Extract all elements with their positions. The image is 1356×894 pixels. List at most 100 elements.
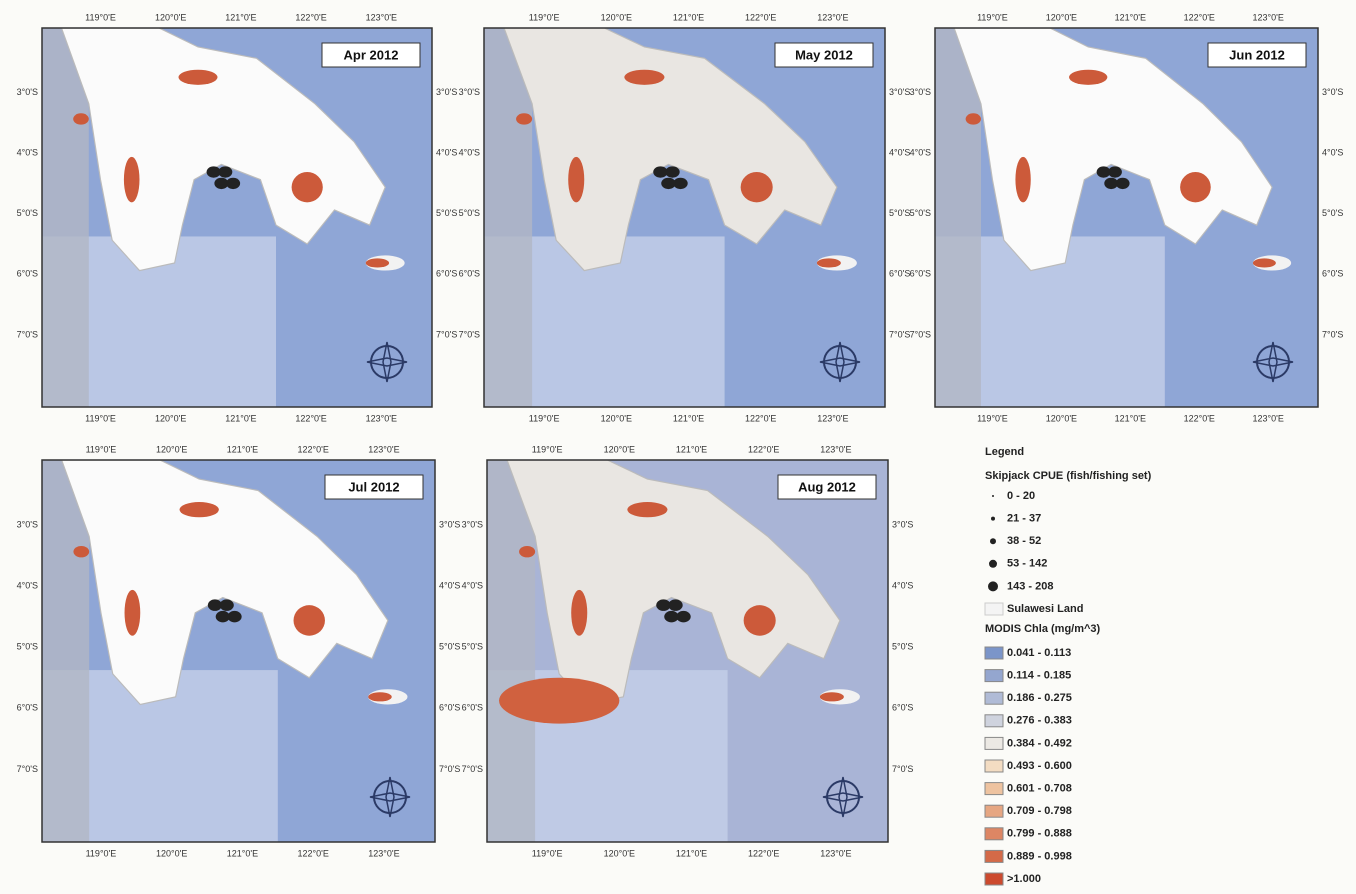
map-area (42, 28, 432, 407)
chla-swatch (985, 715, 1003, 727)
cpue-point (216, 611, 230, 622)
lat-label: 6°0'S (892, 703, 913, 713)
cpue-symbol (991, 517, 995, 521)
cpue-point (661, 178, 675, 189)
lat-label: 6°0'S (17, 703, 38, 713)
chla-swatch (985, 760, 1003, 772)
lat-label: 5°0'S (17, 642, 38, 652)
lon-label: 121°0'E (227, 444, 258, 454)
lon-label: 119°0'E (85, 413, 116, 423)
lon-label: 121°0'E (1115, 12, 1146, 22)
lat-label: 7°0'S (17, 764, 38, 774)
chla-high-patch (568, 157, 584, 202)
chla-high-patch (294, 605, 325, 636)
lon-label: 121°0'E (673, 413, 704, 423)
legend-label: 0 - 20 (1007, 490, 1035, 502)
lat-label: 7°0'S (910, 329, 931, 339)
lon-label: 123°0'E (817, 413, 848, 423)
lon-label: 123°0'E (368, 444, 399, 454)
lat-label: 7°0'S (889, 329, 910, 339)
chla-high-patch (519, 546, 535, 557)
cpue-point (1108, 166, 1122, 177)
lat-label: 6°0'S (17, 269, 38, 279)
lon-label: 119°0'E (85, 12, 116, 22)
chla-high-patch (1015, 157, 1030, 202)
lat-label: 3°0'S (459, 87, 480, 97)
legend-title: Legend (985, 446, 1024, 458)
lon-label: 122°0'E (745, 413, 776, 423)
lon-label: 119°0'E (977, 413, 1008, 423)
chla-swatch (985, 873, 1003, 885)
lat-label: 3°0'S (17, 87, 38, 97)
lon-label: 121°0'E (225, 413, 256, 423)
map-area (484, 28, 885, 407)
cpue-point (220, 599, 234, 610)
lon-label: 123°0'E (368, 848, 399, 858)
legend-label: 0.493 - 0.600 (1007, 760, 1072, 772)
chla-high-patch (366, 258, 389, 267)
lon-label: 121°0'E (676, 848, 707, 858)
chla-swatch (985, 805, 1003, 817)
chla-high-patch (820, 692, 844, 701)
chla-high-patch (624, 70, 664, 85)
lon-label: 120°0'E (155, 12, 186, 22)
chla-high-patch (1069, 70, 1107, 85)
chla-high-patch (499, 678, 619, 724)
legend-label: 0.384 - 0.492 (1007, 737, 1072, 749)
lat-label: 5°0'S (436, 208, 457, 218)
chla-swatch (985, 692, 1003, 704)
lon-label: 122°0'E (748, 444, 779, 454)
lat-label: 4°0'S (910, 147, 931, 157)
chla-high-patch (180, 502, 219, 517)
chla-high-patch (73, 113, 89, 124)
cpue-point (218, 166, 232, 177)
legend-label: 0.889 - 0.998 (1007, 850, 1072, 862)
lat-label: 4°0'S (462, 580, 483, 590)
lat-label: 4°0'S (436, 147, 457, 157)
chla-high-patch (368, 692, 392, 701)
chla-high-patch (1180, 172, 1211, 202)
lat-label: 7°0'S (439, 764, 460, 774)
lon-label: 119°0'E (532, 848, 563, 858)
chla-high-patch (966, 113, 981, 124)
chla-swatch (985, 737, 1003, 749)
lat-label: 4°0'S (892, 580, 913, 590)
chla-swatch (985, 828, 1003, 840)
lat-label: 7°0'S (462, 764, 483, 774)
cpue-point (665, 166, 679, 177)
lat-label: 3°0'S (439, 519, 460, 529)
lat-label: 7°0'S (436, 329, 457, 339)
cpue-point (668, 599, 682, 610)
lat-label: 3°0'S (892, 519, 913, 529)
lon-label: 121°0'E (676, 444, 707, 454)
lon-label: 123°0'E (1253, 413, 1284, 423)
chla-swatch (985, 850, 1003, 862)
lat-label: 4°0'S (459, 147, 480, 157)
lon-label: 122°0'E (745, 12, 776, 22)
lon-label: 122°0'E (297, 848, 328, 858)
lon-label: 120°0'E (601, 12, 632, 22)
chla-high-patch (1253, 258, 1276, 267)
lat-label: 6°0'S (910, 269, 931, 279)
panel-title: Jun 2012 (1229, 47, 1285, 62)
lon-label: 122°0'E (295, 12, 326, 22)
lat-label: 5°0'S (1322, 208, 1343, 218)
chla-high-patch (571, 590, 587, 636)
map-panel: Aug 2012119°0'E119°0'E120°0'E120°0'E121°… (462, 444, 914, 858)
panel-title: Aug 2012 (798, 479, 856, 494)
lon-label: 120°0'E (1046, 12, 1077, 22)
lon-label: 120°0'E (156, 444, 187, 454)
chla-high-patch (124, 157, 140, 202)
lat-label: 7°0'S (17, 329, 38, 339)
legend-label: 38 - 52 (1007, 535, 1041, 547)
lat-label: 5°0'S (889, 208, 910, 218)
cpue-point (214, 178, 228, 189)
lat-label: 5°0'S (462, 642, 483, 652)
lat-label: 3°0'S (1322, 87, 1343, 97)
lon-label: 119°0'E (529, 12, 560, 22)
lon-label: 119°0'E (86, 848, 117, 858)
lon-label: 122°0'E (297, 444, 328, 454)
lat-label: 5°0'S (892, 642, 913, 652)
cpue-symbol (990, 538, 996, 544)
chla-high-patch (179, 70, 218, 85)
